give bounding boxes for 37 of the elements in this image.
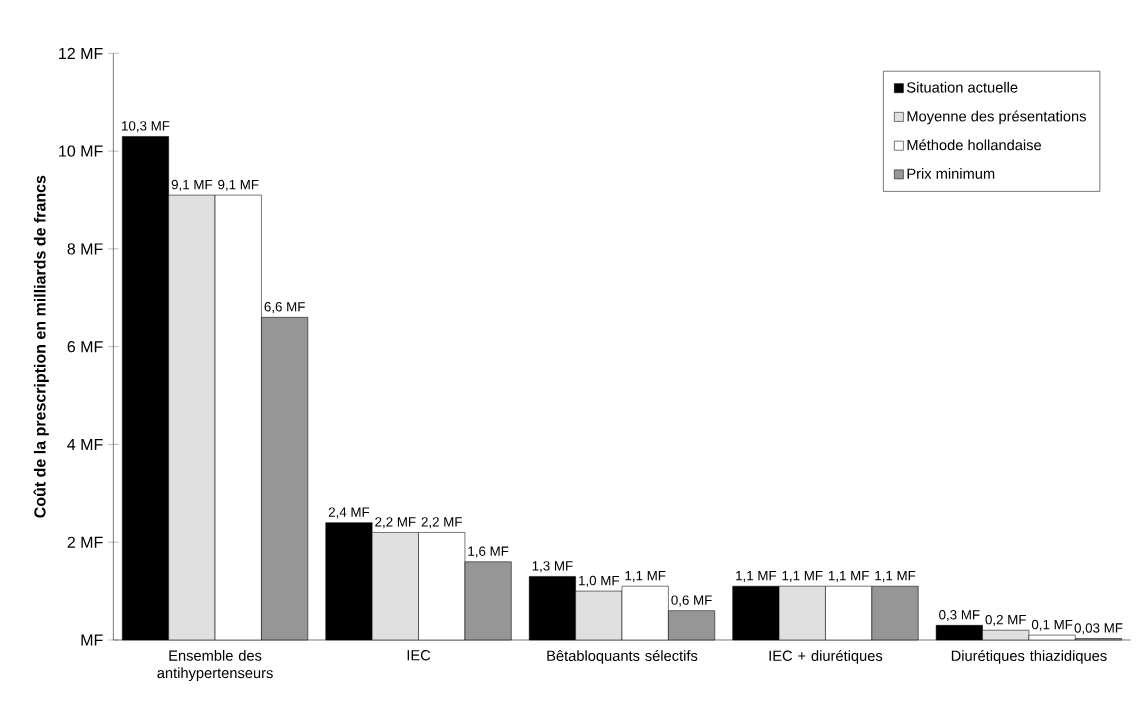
x-tick-label: Bêtabloquants sélectifs [547, 650, 698, 665]
data-label: 6,6 MF [264, 302, 305, 314]
y-tick-label: 12 MF [59, 47, 103, 60]
data-label: 1,1 MF [875, 571, 916, 583]
data-label: 9,1 MF [171, 180, 213, 192]
y-tick-label: MF [81, 634, 103, 646]
x-tick-label: Ensemble des antihypertenseurs [157, 650, 273, 682]
data-label: 1,0 MF [579, 576, 619, 588]
y-tick-label: 8 MF [67, 243, 103, 255]
data-label: 1,1 MF [782, 571, 823, 583]
y-tick-label: 10 MF [59, 145, 103, 157]
data-label: 1,1 MF [625, 571, 666, 583]
data-label: 1,1 MF [828, 571, 869, 583]
x-tick-label: IEC + diurétiques [769, 650, 883, 665]
legend-label: Prix minimum [907, 168, 995, 180]
x-tick-label: Diurétiques thiazidiques [951, 650, 1107, 665]
data-label: 0,3 MF [939, 610, 980, 622]
data-label: 1,6 MF [468, 546, 509, 558]
data-label: 2,2 MF [375, 517, 416, 529]
data-label: 1,1 MF [736, 571, 777, 583]
x-tick-label: IEC [407, 650, 431, 661]
y-tick-label: 4 MF [67, 439, 103, 451]
data-label: 0,03 MF [1074, 623, 1123, 635]
legend-label: Méthode hollandaise [907, 139, 1042, 151]
data-label: 0,1 MF [1031, 620, 1073, 632]
data-label: 2,2 MF [421, 517, 462, 529]
data-label: 0,2 MF [985, 615, 1026, 627]
data-label: 2,4 MF [328, 507, 370, 519]
y-axis-title: Coût de la prescription en milliards de francs [33, 175, 49, 518]
data-label: 0,6 MF [671, 595, 712, 607]
legend-label: Situation actuelle [907, 82, 1018, 93]
data-label: 1,3 MF [532, 561, 573, 573]
y-tick-label: 6 MF [67, 341, 103, 353]
data-label: 9,1 MF [218, 180, 259, 192]
data-label: 10,3 MF [122, 121, 170, 133]
legend-label: Moyenne des présentations [907, 110, 1086, 125]
y-tick-label: 2 MF [67, 536, 103, 548]
